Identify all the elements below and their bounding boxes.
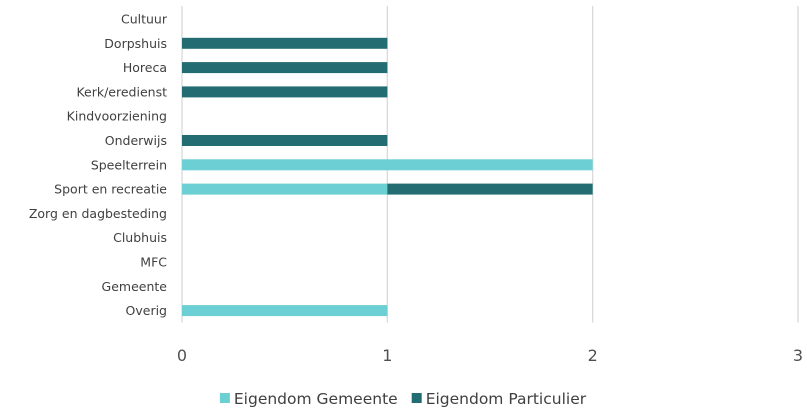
bar-eigendom-particulier	[387, 183, 593, 195]
legend-label: Eigendom Particulier	[426, 390, 587, 408]
category-label: Gemeente	[102, 279, 168, 294]
category-labels: Cultuur Dorpshuis Horeca Kerk/eredienst Kind…	[29, 12, 168, 319]
bars	[182, 37, 593, 317]
category-label: MFC	[140, 255, 167, 270]
category-label: Sport en recreatie	[54, 182, 167, 197]
category-label: Dorpshuis	[104, 36, 167, 51]
category-label: Zorg en dagbesteding	[29, 206, 167, 221]
bar-eigendom-particulier	[182, 86, 388, 98]
bar-eigendom-gemeente	[182, 305, 388, 317]
x-axis-tick-labels: 0 1 2 3	[177, 346, 803, 365]
category-label: Cultuur	[121, 12, 168, 27]
x-tick-label: 2	[588, 346, 598, 365]
legend-item: Eigendom Gemeente	[219, 390, 398, 408]
category-label: Kerk/eredienst	[76, 84, 167, 99]
category-label: Speelterrein	[91, 157, 167, 172]
category-label: Clubhuis	[113, 230, 167, 245]
category-label: Onderwijs	[105, 133, 167, 148]
category-label: Horeca	[123, 60, 167, 75]
category-label: Overig	[126, 303, 167, 318]
bar-eigendom-particulier	[182, 37, 388, 49]
bar-eigendom-particulier	[182, 62, 388, 74]
bar-eigendom-gemeente	[182, 183, 388, 195]
bar-eigendom-particulier	[182, 135, 388, 146]
legend-label: Eigendom Gemeente	[234, 390, 398, 408]
legend: Eigendom Gemeente Eigendom Particulier	[219, 390, 587, 408]
legend-swatch	[219, 393, 230, 403]
x-tick-label: 0	[177, 346, 187, 365]
x-tick-label: 3	[793, 346, 803, 365]
x-tick-label: 1	[382, 346, 392, 365]
bar-eigendom-gemeente	[182, 159, 593, 171]
legend-swatch	[411, 393, 422, 403]
legend-item: Eigendom Particulier	[411, 390, 587, 408]
category-label: Kindvoorziening	[67, 109, 167, 124]
